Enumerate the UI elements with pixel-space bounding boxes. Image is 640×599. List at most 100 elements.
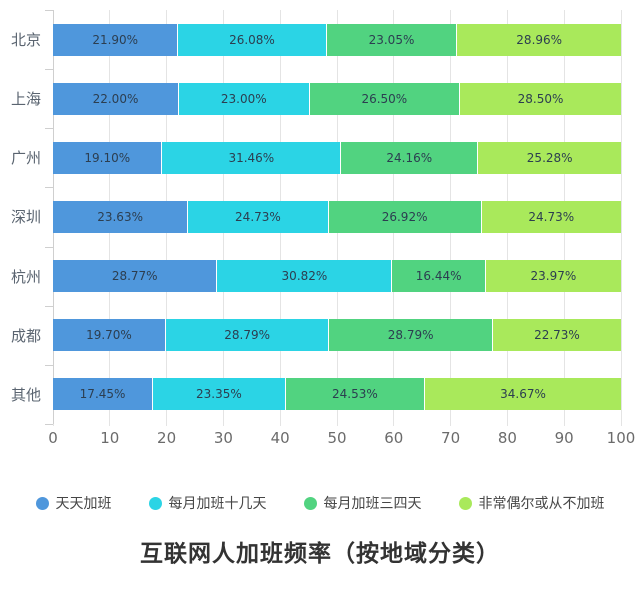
- legend-label: 非常偶尔或从不加班: [478, 496, 605, 512]
- bar-segment: 34.67%: [424, 378, 621, 411]
- bar-segment: 24.73%: [187, 200, 328, 233]
- y-axis-tick: [45, 424, 53, 425]
- value-label: 24.73%: [528, 209, 575, 224]
- stacked-bar: 19.70% 28.79% 28.79% 22.73%: [53, 319, 622, 352]
- stacked-bar: 28.77% 30.82% 16.44% 23.97%: [53, 260, 621, 293]
- value-label: 23.05%: [368, 32, 415, 47]
- plot-area: 北京 21.90% 26.08% 23.05% 28.96% 上海 22.00% 23.00%…: [11, 10, 622, 426]
- y-category-label: 杭州: [10, 267, 41, 286]
- legend-item-1: 每月加班十几天: [148, 493, 267, 513]
- bar-segment: 28.77%: [53, 260, 217, 293]
- bar-row-5: 成都 19.70% 28.79% 28.79% 22.73%: [11, 306, 622, 365]
- y-category-label: 其他: [10, 385, 41, 404]
- legend-circle-icon: [35, 496, 49, 510]
- value-label: 22.00%: [92, 91, 139, 106]
- x-tick-label-20: 20: [157, 429, 177, 447]
- bar-segment: 28.79%: [164, 319, 329, 352]
- value-label: 28.79%: [387, 328, 434, 343]
- value-label: 17.45%: [79, 387, 126, 402]
- value-label: 23.97%: [530, 269, 577, 284]
- x-tick-label-70: 70: [441, 429, 461, 447]
- bar-segment: 30.82%: [216, 260, 392, 293]
- x-tick-label-30: 30: [213, 429, 233, 447]
- legend-circle-icon: [148, 496, 162, 510]
- value-label: 26.92%: [381, 209, 428, 224]
- value-label: 24.73%: [235, 209, 281, 224]
- chart-title: 互联网人加班频率（按地域分类）: [140, 541, 500, 567]
- gridline-100: [620, 10, 622, 426]
- value-label: 22.73%: [534, 328, 580, 343]
- bar-row-3: 深圳 23.63% 24.73% 26.92% 24.73%: [11, 187, 621, 246]
- x-tick-label-80: 80: [497, 429, 517, 447]
- value-label: 23.00%: [220, 91, 267, 106]
- value-label: 31.46%: [228, 150, 275, 165]
- y-category-label: 广州: [10, 149, 41, 168]
- bar-segment: 23.00%: [177, 82, 309, 115]
- bar-segment: 23.05%: [325, 23, 457, 56]
- legend-circle-icon: [458, 496, 472, 510]
- value-label: 16.44%: [415, 269, 462, 284]
- value-label: 34.67%: [500, 387, 546, 402]
- bar-segment: 16.44%: [391, 260, 485, 293]
- x-tick-label-100: 100: [606, 429, 636, 447]
- bar-segment: 21.90%: [53, 23, 178, 56]
- bar-segment: 28.79%: [328, 319, 492, 352]
- legend-label: 每月加班三四天: [323, 496, 422, 512]
- value-label: 19.10%: [84, 150, 131, 165]
- value-label: 28.79%: [224, 328, 271, 343]
- stacked-bar: 21.90% 26.08% 23.05% 28.96%: [53, 23, 621, 56]
- bar-segment: 31.46%: [161, 141, 341, 174]
- bar-segment: 28.50%: [459, 82, 621, 115]
- y-category-label: 上海: [10, 90, 41, 109]
- x-tick-label-10: 10: [100, 429, 120, 447]
- y-axis-tick: [45, 246, 53, 248]
- bar-segment: 23.35%: [152, 378, 285, 411]
- legend-item-2: 每月加班三四天: [303, 493, 422, 513]
- y-category-label: 北京: [10, 31, 41, 50]
- bar-segment: 28.96%: [456, 23, 621, 56]
- bar-segment: 24.73%: [480, 200, 621, 233]
- value-label: 28.50%: [517, 91, 564, 106]
- x-tick-label-50: 50: [327, 429, 347, 447]
- bar-segment: 26.08%: [177, 23, 326, 56]
- value-label: 26.08%: [229, 32, 275, 47]
- bar-segment: 26.50%: [308, 82, 460, 115]
- x-tick-label-90: 90: [554, 429, 574, 447]
- bar-segment: 19.70%: [53, 319, 165, 352]
- x-tick-label-0: 0: [48, 429, 58, 447]
- bar-segment: 23.97%: [484, 260, 621, 293]
- value-label: 23.35%: [196, 387, 242, 402]
- y-axis-tick: [45, 305, 53, 307]
- legend-label: 天天加班: [55, 496, 112, 512]
- bar-rows: 北京 21.90% 26.08% 23.05% 28.96% 上海 22.00% 23.00%…: [11, 10, 622, 424]
- y-category-label: 成都: [10, 326, 41, 345]
- bar-segment: 22.00%: [53, 82, 178, 115]
- legend: 天天加班 每月加班十几天 每月加班三四天 非常偶尔或从不加班: [0, 493, 640, 513]
- value-label: 28.96%: [516, 32, 563, 47]
- value-label: 24.53%: [332, 387, 378, 402]
- legend-item-3: 非常偶尔或从不加班: [458, 493, 605, 513]
- x-tick-label-60: 60: [384, 429, 404, 447]
- legend-item-0: 天天加班: [35, 493, 112, 513]
- value-label: 21.90%: [92, 32, 139, 47]
- bar-segment: 25.28%: [477, 141, 621, 174]
- bar-segment: 17.45%: [53, 378, 153, 411]
- bar-segment: 26.92%: [327, 200, 481, 233]
- bar-row-4: 杭州 28.77% 30.82% 16.44% 23.97%: [11, 247, 621, 306]
- bar-segment: 24.16%: [340, 141, 478, 174]
- bar-segment: 24.53%: [284, 378, 425, 411]
- legend-circle-icon: [303, 496, 317, 510]
- x-axis: 0 10 20 30 40 50 60 70 80 90 100: [48, 429, 635, 451]
- y-axis-tick: [45, 10, 53, 11]
- bar-segment: 23.63%: [53, 200, 188, 233]
- bar-row-1: 上海 22.00% 23.00% 26.50% 28.50%: [11, 69, 621, 128]
- value-label: 19.70%: [86, 328, 132, 343]
- y-axis-tick: [45, 187, 53, 189]
- stacked-bar: 23.63% 24.73% 26.92% 24.73%: [53, 200, 621, 233]
- stacked-bar: 19.10% 31.46% 24.16% 25.28%: [53, 141, 621, 174]
- value-label: 26.50%: [361, 91, 408, 106]
- bar-row-6: 其他 17.45% 23.35% 24.53% 34.67%: [11, 365, 621, 424]
- bar-segment: 22.73%: [491, 319, 622, 352]
- value-label: 24.16%: [386, 150, 433, 165]
